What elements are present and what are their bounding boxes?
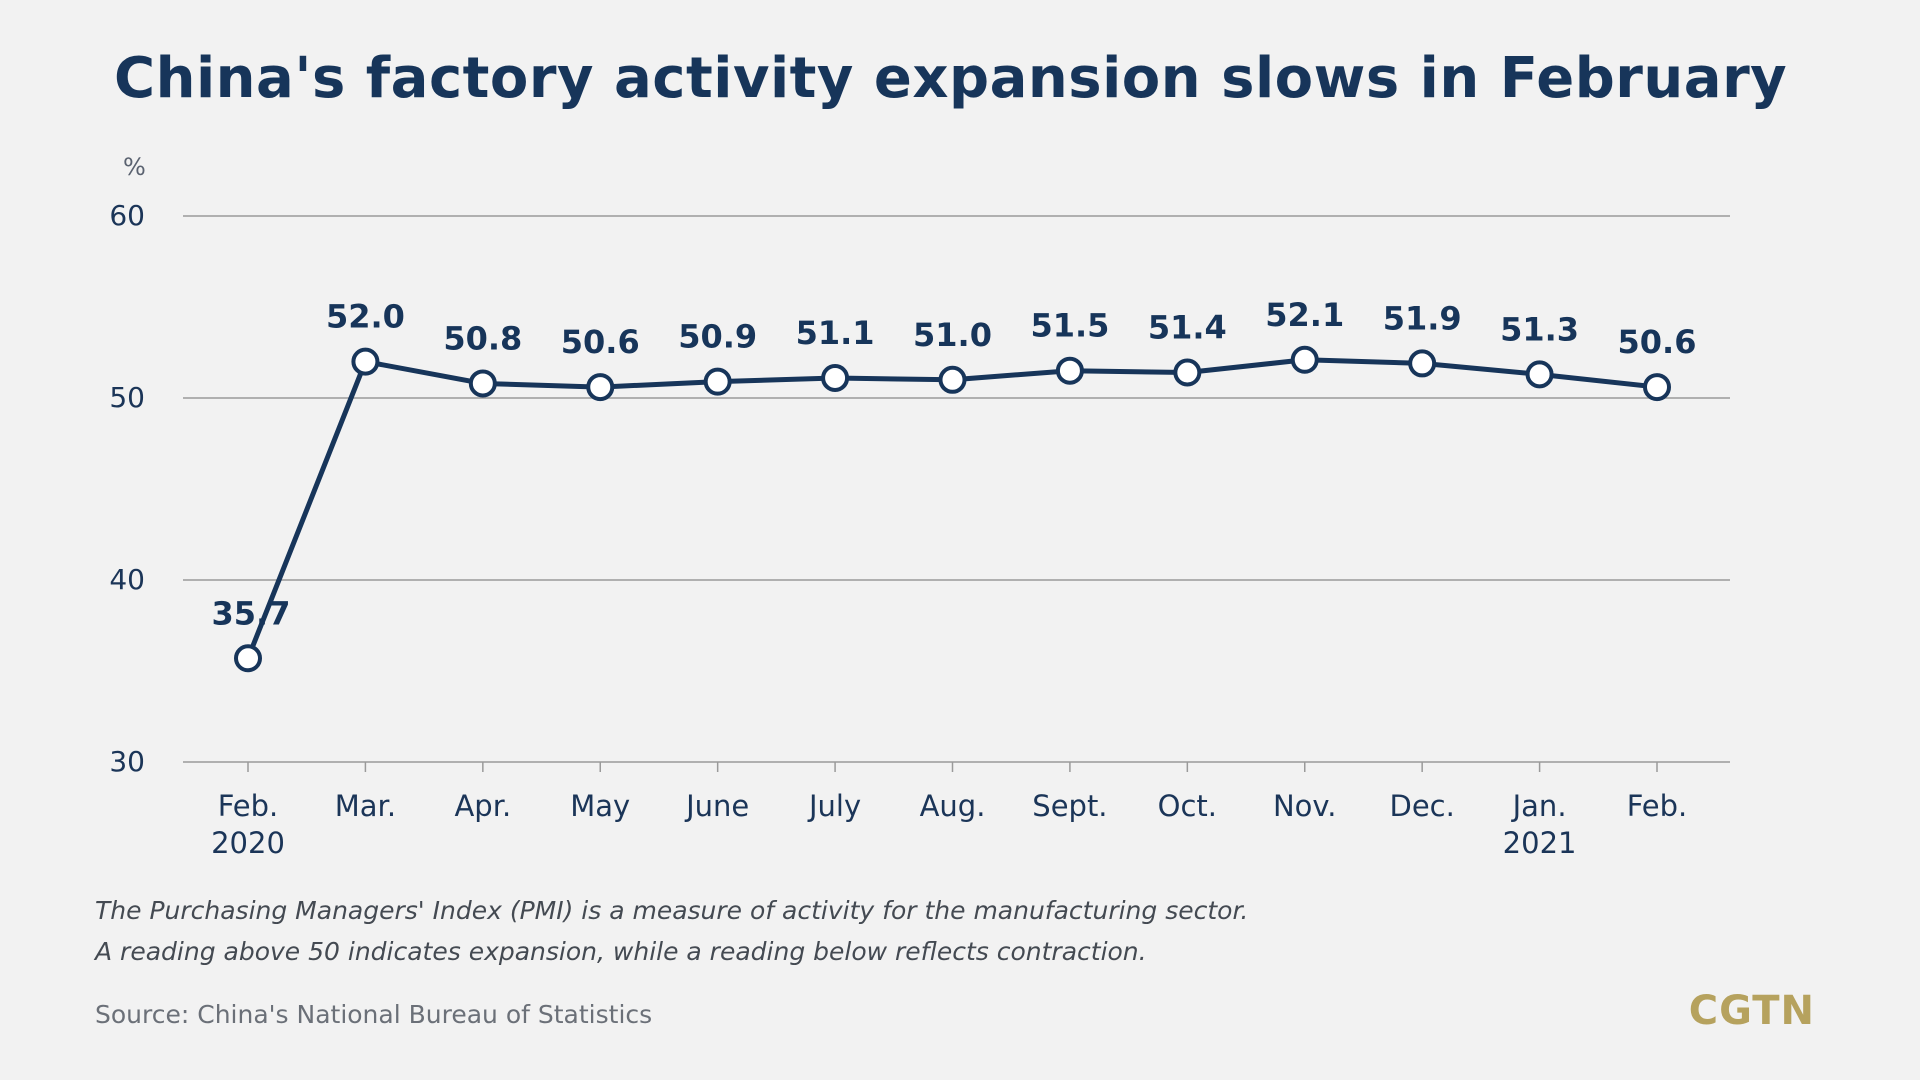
x-tick-label: Aug. <box>920 789 986 823</box>
data-point-marker <box>1055 356 1084 385</box>
source-note: Source: China's National Bureau of Stati… <box>95 1000 653 1029</box>
x-tick-label: Jan. <box>1511 789 1567 823</box>
pmi-series-line <box>245 357 1660 661</box>
x-tick-label: 2021 <box>1503 826 1577 860</box>
data-point-marker <box>703 367 732 396</box>
x-tick-label: Feb. <box>1627 789 1688 823</box>
data-label: 50.6 <box>561 323 640 361</box>
data-point-marker <box>1290 345 1319 374</box>
x-tick-label: Apr. <box>454 789 511 823</box>
x-tick-label: Oct. <box>1158 789 1217 823</box>
x-tick-label: Sept. <box>1032 789 1107 823</box>
data-label: 52.1 <box>1265 296 1344 334</box>
data-point-marker <box>1408 349 1437 378</box>
data-point-marker <box>234 644 262 673</box>
data-label: 51.4 <box>1148 309 1227 347</box>
data-label: 51.3 <box>1500 310 1579 348</box>
data-point-marker <box>938 365 967 394</box>
data-label: 50.8 <box>443 319 522 357</box>
data-point-marker <box>351 347 380 376</box>
data-point-marker <box>1525 360 1554 389</box>
footnote-pmi-definition: The Purchasing Managers' Index (PMI) is … <box>95 896 1249 925</box>
data-label: 50.9 <box>678 318 757 356</box>
y-tick-label-40: 40 <box>109 563 145 596</box>
cgtn-logo: CGTN <box>1688 988 1815 1034</box>
x-tick-label: Nov. <box>1273 789 1337 823</box>
y-tick-label-30: 30 <box>109 745 145 778</box>
y-tick-label-60: 60 <box>109 199 145 232</box>
data-label: 52.0 <box>326 298 405 336</box>
data-label: 35.7 <box>212 594 291 632</box>
data-label: 51.9 <box>1383 299 1462 337</box>
x-tick-label: May <box>570 789 630 823</box>
y-axis-unit-label: % <box>123 153 146 181</box>
data-label: 51.0 <box>913 316 992 354</box>
data-label: 50.6 <box>1618 323 1697 361</box>
data-point-marker <box>821 363 850 392</box>
data-label: 51.5 <box>1030 307 1109 345</box>
x-tick-label: 2020 <box>211 826 285 860</box>
x-tick-label: Dec. <box>1389 789 1454 823</box>
data-point-marker <box>468 369 497 398</box>
data-point-marker <box>1173 358 1202 387</box>
chart-title: China's factory activity expansion slows… <box>114 46 1788 111</box>
data-point-marker <box>1643 373 1671 402</box>
x-tick-label: June <box>684 789 749 823</box>
y-tick-label-50: 50 <box>109 381 145 414</box>
x-tick-label: July <box>807 789 861 823</box>
data-label: 51.1 <box>796 314 875 352</box>
x-tick-label: Mar. <box>335 789 396 823</box>
x-tick-label: Feb. <box>218 789 279 823</box>
footnote-expansion-threshold: A reading above 50 indicates expansion, … <box>95 937 1147 966</box>
data-point-marker <box>586 373 615 402</box>
